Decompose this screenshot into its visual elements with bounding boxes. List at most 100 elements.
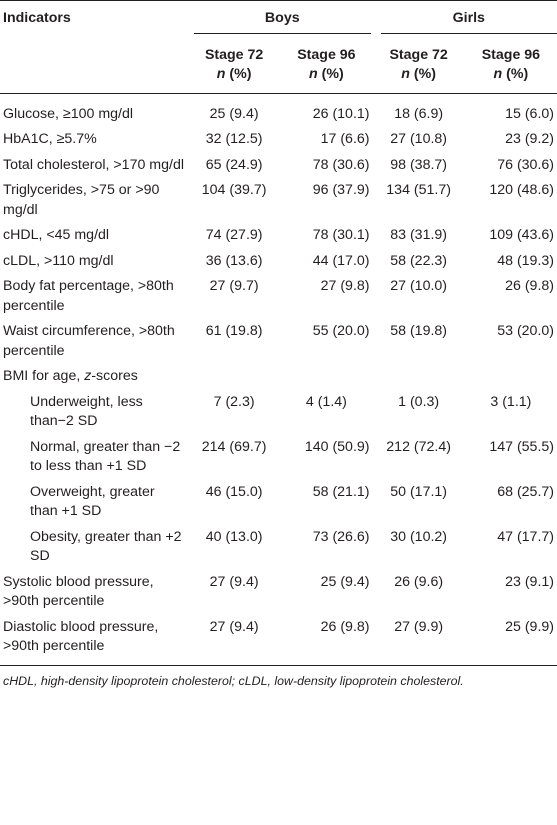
header-boys-stage96: Stage 96 n (%) bbox=[280, 40, 372, 94]
row-label: Body fat percentage, >80th percentile bbox=[3, 278, 174, 314]
cell-boys-96: 26 (9.8) bbox=[320, 618, 370, 635]
cell-boys-96: 44 (17.0) bbox=[312, 252, 370, 269]
cell-girls-96: 68 (25.7) bbox=[497, 483, 555, 500]
cell-boys-72: 65 (24.9) bbox=[205, 156, 263, 173]
indicators-table: Indicators Boys Girls Stage 72 n (%) Stag… bbox=[0, 0, 557, 665]
cell-girls-96: 3 (1.1) bbox=[490, 393, 532, 410]
cell-girls-72: 1 (0.3) bbox=[398, 393, 440, 410]
pct-label: (%) bbox=[502, 66, 529, 82]
stage-label: Stage 72 bbox=[204, 46, 264, 63]
cell-boys-96: 73 (26.6) bbox=[312, 528, 370, 545]
table-footnote: cHDL, high-density lipoprotein cholester… bbox=[3, 673, 464, 688]
n-label: n bbox=[493, 66, 503, 82]
row-label: Waist circumference, >80th percentile bbox=[3, 323, 175, 359]
cell-boys-96: 55 (20.0) bbox=[312, 323, 370, 339]
cell-boys-72: 46 (15.0) bbox=[205, 483, 263, 500]
n-label: n bbox=[401, 66, 410, 82]
cell-boys-96: 140 (50.9) bbox=[304, 438, 370, 455]
row-label: cHDL, <45 mg/dl bbox=[3, 227, 110, 243]
cell-girls-72: 134 (51.7) bbox=[386, 182, 451, 198]
cell-girls-96: 120 (48.6) bbox=[489, 182, 555, 198]
section-label-z: z bbox=[84, 368, 92, 384]
pct-label: (%) bbox=[317, 66, 344, 82]
row-label: Obesity, greater than +2 SD bbox=[30, 528, 182, 565]
pct-label: (%) bbox=[409, 66, 436, 82]
stage-label: Stage 96 bbox=[297, 46, 356, 63]
cell-boys-72: 104 (39.7) bbox=[201, 182, 267, 198]
row-label: cLDL, >110 mg/dl bbox=[3, 252, 114, 269]
cell-boys-96: 78 (30.1) bbox=[312, 227, 370, 243]
header-girls-stage96: Stage 96 n (%) bbox=[465, 40, 557, 94]
row-label: Overweight, greater than +1 SD bbox=[30, 483, 155, 520]
table-row: cHDL, <45 mg/dl 74 (27.9) 78 (30.1) 83 (… bbox=[0, 223, 557, 249]
cell-boys-72: 25 (9.4) bbox=[209, 105, 259, 122]
row-label: Diastolic blood pressure, >90th percenti… bbox=[3, 618, 159, 655]
cell-boys-72: 61 (19.8) bbox=[205, 323, 263, 339]
header-girls-label: Girls bbox=[380, 9, 557, 34]
cell-boys-96: 26 (10.1) bbox=[312, 105, 370, 122]
table-row: Glucose, ≥100 mg/dl 25 (9.4) 26 (10.1) 1… bbox=[0, 93, 557, 127]
table-row: HbA1C, ≥5.7% 32 (12.5) 17 (6.6) 27 (10.8… bbox=[0, 127, 557, 153]
table-row: Waist circumference, >80th percentile 61… bbox=[0, 319, 557, 364]
cell-girls-96: 23 (9.2) bbox=[505, 131, 555, 147]
header-indicators: Indicators bbox=[0, 0, 188, 40]
table-row: Underweight, less than−2 SD 7 (2.3) 4 (1… bbox=[0, 390, 557, 435]
pct-label: (%) bbox=[225, 66, 252, 82]
cell-boys-72: 214 (69.7) bbox=[201, 438, 267, 455]
row-label: HbA1C, ≥5.7% bbox=[3, 131, 97, 147]
table-row: Body fat percentage, >80th percentile 27… bbox=[0, 274, 557, 319]
header-boys-label: Boys bbox=[194, 9, 371, 34]
row-label: Normal, greater than −2 to less than +1 … bbox=[30, 438, 181, 475]
row-label: Glucose, ≥100 mg/dl bbox=[3, 105, 134, 122]
cell-girls-72: 30 (10.2) bbox=[390, 528, 448, 545]
stage-label: Stage 72 bbox=[389, 46, 448, 63]
cell-girls-96: 53 (20.0) bbox=[497, 323, 555, 339]
cell-boys-72: 27 (9.7) bbox=[209, 278, 259, 294]
cell-girls-96: 26 (9.8) bbox=[505, 278, 555, 294]
cell-girls-72: 27 (10.0) bbox=[390, 278, 448, 294]
n-label: n bbox=[216, 66, 226, 82]
n-label: n bbox=[309, 66, 318, 82]
cell-girls-72: 98 (38.7) bbox=[390, 156, 448, 173]
table-row: Systolic blood pressure, >90th percentil… bbox=[0, 570, 557, 615]
cell-boys-72: 7 (2.3) bbox=[213, 393, 255, 410]
header-boys: Boys bbox=[188, 0, 373, 40]
cell-boys-72: 27 (9.4) bbox=[209, 618, 259, 635]
cell-girls-96: 25 (9.9) bbox=[505, 618, 555, 635]
cell-girls-96: 76 (30.6) bbox=[497, 156, 555, 173]
header-girls-stage72: Stage 72 n (%) bbox=[373, 40, 465, 94]
table-row: Normal, greater than −2 to less than +1 … bbox=[0, 435, 557, 480]
table-row: Triglycerides, >75 or >90 mg/dl 104 (39.… bbox=[0, 178, 557, 223]
cell-girls-72: 83 (31.9) bbox=[390, 227, 448, 243]
table-row-section: BMI for age, z-scores bbox=[0, 364, 557, 390]
cell-boys-96: 27 (9.8) bbox=[320, 278, 370, 294]
cell-girls-96: 47 (17.7) bbox=[497, 528, 555, 545]
cell-boys-96: 25 (9.4) bbox=[320, 573, 370, 590]
cell-girls-72: 212 (72.4) bbox=[386, 438, 451, 455]
row-label: Total cholesterol, >170 mg/dl bbox=[3, 156, 184, 173]
section-label-post: -scores bbox=[91, 368, 138, 384]
table-row: Diastolic blood pressure, >90th percenti… bbox=[0, 615, 557, 665]
cell-boys-96: 17 (6.6) bbox=[320, 131, 370, 147]
cell-boys-72: 74 (27.9) bbox=[205, 227, 263, 243]
section-label-pre: BMI for age, bbox=[3, 368, 85, 384]
cell-girls-72: 26 (9.6) bbox=[394, 573, 444, 590]
cell-girls-96: 48 (19.3) bbox=[497, 252, 555, 269]
cell-boys-96: 78 (30.6) bbox=[312, 156, 370, 173]
cell-boys-72: 32 (12.5) bbox=[205, 131, 263, 147]
row-label: Systolic blood pressure, >90th percentil… bbox=[3, 573, 154, 610]
table-row: Total cholesterol, >170 mg/dl 65 (24.9) … bbox=[0, 153, 557, 179]
row-label: Triglycerides, >75 or >90 mg/dl bbox=[3, 182, 160, 218]
cell-boys-96: 58 (21.1) bbox=[312, 483, 370, 500]
cell-boys-96: 96 (37.9) bbox=[312, 182, 370, 198]
cell-boys-72: 27 (9.4) bbox=[209, 573, 259, 590]
cell-girls-96: 109 (43.6) bbox=[489, 227, 555, 243]
header-row-stages: Stage 72 n (%) Stage 96 n (%) Stage 72 n (%… bbox=[0, 40, 557, 94]
header-boys-stage72: Stage 72 n (%) bbox=[188, 40, 280, 94]
cell-boys-96: 4 (1.4) bbox=[305, 393, 347, 410]
cell-girls-72: 18 (6.9) bbox=[394, 105, 444, 122]
cell-girls-96: 23 (9.1) bbox=[505, 573, 555, 590]
cell-girls-72: 50 (17.1) bbox=[390, 483, 448, 500]
table-row: cLDL, >110 mg/dl 36 (13.6) 44 (17.0) 58 … bbox=[0, 249, 557, 275]
